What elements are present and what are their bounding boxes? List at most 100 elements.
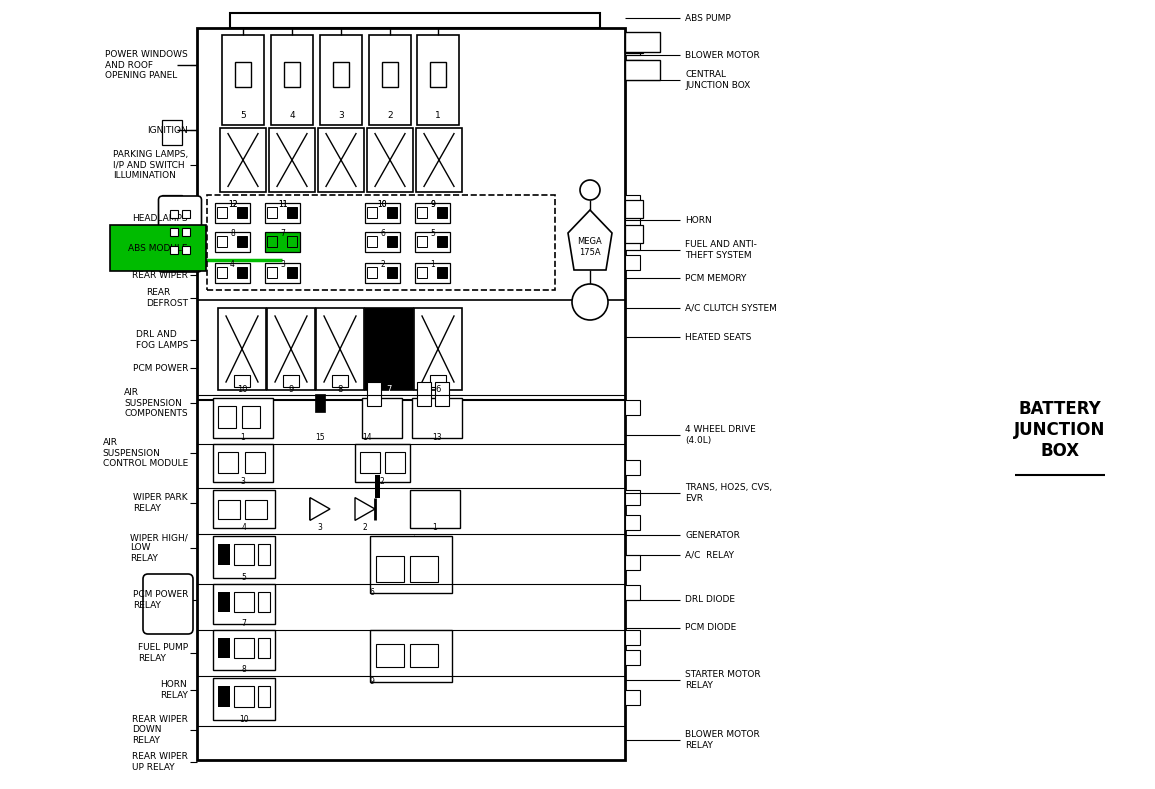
- Text: 15: 15: [315, 433, 325, 442]
- Polygon shape: [625, 200, 643, 218]
- Bar: [377, 556, 404, 582]
- Bar: [237, 237, 246, 248]
- Bar: [387, 267, 396, 279]
- Bar: [368, 35, 411, 125]
- Text: 4: 4: [241, 523, 246, 532]
- Bar: [267, 208, 276, 219]
- Bar: [367, 128, 413, 192]
- Text: BATTERY
JUNCTION
BOX: BATTERY JUNCTION BOX: [1014, 400, 1105, 460]
- Bar: [382, 62, 398, 88]
- Text: GENERATOR: GENERATOR: [685, 530, 740, 540]
- Bar: [218, 499, 240, 518]
- Bar: [370, 630, 452, 682]
- Bar: [365, 203, 400, 223]
- Bar: [215, 203, 249, 223]
- Text: HORN
RELAY: HORN RELAY: [161, 680, 188, 700]
- Bar: [415, 263, 450, 283]
- Bar: [625, 32, 660, 52]
- Bar: [365, 263, 400, 283]
- Bar: [258, 638, 270, 658]
- Text: TRANS, HO2S, CVS,
EVR: TRANS, HO2S, CVS, EVR: [685, 484, 773, 503]
- Bar: [316, 308, 364, 390]
- Bar: [413, 308, 462, 390]
- Bar: [234, 62, 251, 88]
- Circle shape: [580, 180, 599, 200]
- Bar: [415, 203, 450, 223]
- Bar: [415, 232, 450, 252]
- Bar: [258, 686, 270, 708]
- Bar: [182, 246, 191, 254]
- Bar: [213, 490, 275, 528]
- Text: PCM MEMORY: PCM MEMORY: [685, 274, 746, 282]
- Text: 11: 11: [277, 200, 288, 209]
- Text: 4 WHEEL DRIVE
(4.0L): 4 WHEEL DRIVE (4.0L): [685, 425, 755, 445]
- Bar: [218, 686, 230, 708]
- Bar: [218, 451, 238, 473]
- Text: 6: 6: [380, 229, 385, 238]
- Text: 10: 10: [239, 715, 248, 724]
- Bar: [367, 237, 377, 248]
- Text: 5: 5: [241, 573, 246, 582]
- Bar: [625, 235, 640, 250]
- Bar: [375, 475, 380, 498]
- Bar: [417, 267, 426, 279]
- Bar: [271, 35, 313, 125]
- Text: 10: 10: [378, 200, 387, 209]
- Bar: [269, 128, 315, 192]
- Text: 12: 12: [228, 200, 237, 209]
- Bar: [435, 382, 449, 406]
- Text: 10: 10: [378, 200, 387, 209]
- Text: 7: 7: [386, 385, 392, 394]
- Text: HEADLAMPS: HEADLAMPS: [133, 214, 188, 222]
- Text: 6: 6: [435, 385, 441, 394]
- Bar: [412, 398, 462, 438]
- Text: DRL AND
FOG LAMPS: DRL AND FOG LAMPS: [136, 331, 188, 350]
- Bar: [267, 308, 315, 390]
- FancyBboxPatch shape: [143, 574, 193, 634]
- Polygon shape: [625, 60, 643, 78]
- Text: 3: 3: [338, 111, 344, 120]
- Bar: [245, 451, 264, 473]
- Bar: [219, 128, 266, 192]
- Bar: [245, 499, 267, 518]
- Circle shape: [572, 284, 608, 320]
- Text: 4: 4: [289, 111, 295, 120]
- Bar: [237, 208, 246, 219]
- Bar: [417, 237, 426, 248]
- Bar: [377, 644, 404, 667]
- Text: 9: 9: [370, 677, 375, 686]
- Bar: [286, 237, 297, 248]
- Text: 2: 2: [387, 111, 393, 120]
- Bar: [182, 228, 191, 236]
- Bar: [625, 630, 640, 645]
- Text: 9: 9: [430, 200, 435, 209]
- Bar: [213, 584, 275, 624]
- Text: POWER WINDOWS
AND ROOF
OPENING PANEL: POWER WINDOWS AND ROOF OPENING PANEL: [105, 50, 188, 80]
- Text: 2: 2: [380, 477, 385, 486]
- Bar: [320, 35, 362, 125]
- Text: ABS MODULE: ABS MODULE: [128, 244, 188, 252]
- Text: 3: 3: [240, 477, 245, 486]
- Bar: [333, 62, 349, 88]
- Bar: [355, 444, 410, 482]
- Text: FUEL PUMP
RELAY: FUEL PUMP RELAY: [137, 643, 188, 663]
- Text: PARKING LAMPS,
I/P AND SWITCH
ILLUMINATION: PARKING LAMPS, I/P AND SWITCH ILLUMINATI…: [113, 150, 188, 180]
- Text: REAR WIPER
DOWN
RELAY: REAR WIPER DOWN RELAY: [132, 715, 188, 745]
- Bar: [218, 308, 266, 390]
- Text: A/C CLUTCH SYSTEM: A/C CLUTCH SYSTEM: [685, 304, 777, 312]
- Bar: [625, 195, 640, 210]
- Polygon shape: [355, 498, 375, 521]
- Text: FUEL AND ANTI-
THEFT SYSTEM: FUEL AND ANTI- THEFT SYSTEM: [685, 241, 757, 260]
- Bar: [258, 592, 270, 612]
- Bar: [170, 246, 178, 254]
- Bar: [217, 267, 226, 279]
- Bar: [264, 263, 300, 283]
- Bar: [437, 267, 447, 279]
- Bar: [284, 62, 300, 88]
- Text: PCM POWER: PCM POWER: [133, 364, 188, 372]
- Text: IGNITION: IGNITION: [147, 125, 188, 134]
- Text: 5: 5: [430, 229, 435, 238]
- Bar: [625, 585, 640, 600]
- Text: 13: 13: [432, 433, 442, 442]
- Text: 10: 10: [237, 385, 247, 394]
